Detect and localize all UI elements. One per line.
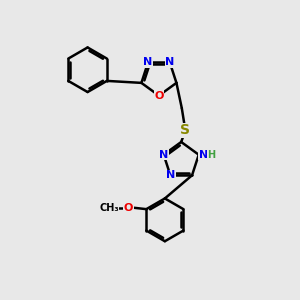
Text: N: N (159, 150, 168, 160)
Text: S: S (180, 123, 190, 137)
Text: CH₃: CH₃ (99, 203, 119, 213)
Text: O: O (154, 91, 164, 100)
Text: N: N (165, 57, 174, 67)
Text: O: O (124, 203, 133, 213)
Text: N: N (199, 150, 208, 160)
Text: N: N (143, 57, 153, 67)
Text: H: H (207, 150, 215, 160)
Text: N: N (166, 170, 175, 180)
